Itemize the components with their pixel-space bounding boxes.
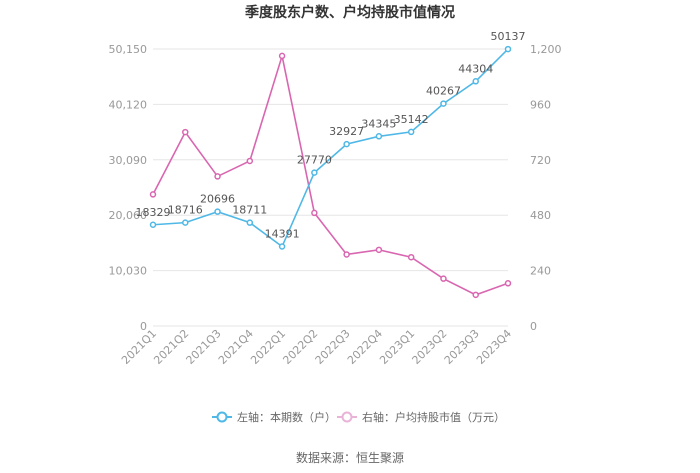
data-point-right — [343, 251, 350, 258]
grid — [153, 48, 508, 327]
right-axis-tick: 480 — [530, 209, 551, 222]
data-point-left — [246, 219, 254, 226]
right-axis-tick: 960 — [530, 98, 551, 111]
legend-marker-right — [341, 411, 353, 423]
right-axis-tick: 240 — [530, 265, 551, 278]
data-point-right — [149, 191, 157, 198]
data-point-left — [343, 140, 350, 148]
series-line-left — [152, 48, 509, 248]
x-axis-tick: 2022Q1 — [248, 327, 288, 367]
data-source: 数据来源：恒生聚源 — [296, 450, 404, 465]
data-label: 18711 — [232, 204, 267, 217]
right-axis-tick: 1,200 — [530, 43, 562, 56]
data-label: 14391 — [265, 228, 300, 241]
data-label: 50137 — [491, 30, 526, 43]
data-point-right — [182, 128, 189, 136]
left-axis-tick: 20,060 — [109, 209, 148, 222]
legend-label-left: 左轴：本期数（户） — [237, 410, 336, 424]
data-point-right — [246, 157, 254, 165]
data-label: 44304 — [458, 62, 493, 75]
data-point-right — [472, 291, 479, 299]
left-axis-tick: 50,150 — [109, 43, 148, 56]
legend-item-left[interactable]: 左轴：本期数（户） — [212, 410, 336, 424]
data-point-left — [407, 128, 415, 136]
data-point-left — [472, 78, 479, 85]
x-axis-tick: 2023Q4 — [474, 327, 514, 367]
left-axis-tick: 0 — [140, 320, 147, 333]
right-axis-tick: 0 — [530, 320, 537, 333]
data-point-right — [407, 253, 415, 261]
data-point-right — [504, 280, 512, 287]
data-point-left — [440, 100, 447, 107]
left-axis-tick: 40,120 — [109, 98, 148, 111]
series-line-right — [152, 55, 509, 296]
right-axis-tick: 720 — [530, 154, 551, 167]
legend: 左轴：本期数（户） 右轴：户均持股市值（万元） — [212, 410, 505, 424]
data-label: 18329 — [136, 206, 171, 219]
legend-item-right[interactable]: 右轴：户均持股市值（万元） — [337, 410, 505, 424]
data-label: 35142 — [394, 113, 429, 126]
data-point-left — [278, 243, 286, 250]
x-axis-tick: 2022Q3 — [313, 327, 353, 367]
x-axis-tick: 2021Q3 — [184, 327, 224, 367]
data-label: 40267 — [426, 85, 461, 98]
left-axis-tick: 10,030 — [109, 265, 148, 278]
data-point-left — [311, 169, 318, 176]
data-point-right — [375, 246, 383, 254]
legend-marker-left — [216, 411, 228, 423]
data-point-left — [214, 208, 221, 215]
data-point-right — [311, 209, 318, 217]
data-point-left — [182, 219, 189, 226]
data-point-left — [504, 45, 512, 53]
series-layer — [149, 45, 512, 299]
x-axis-tick: 2023Q1 — [377, 327, 417, 367]
data-point-right — [440, 275, 447, 282]
data-point-left — [375, 133, 383, 140]
data-point-right — [214, 173, 221, 180]
data-label: 27770 — [297, 154, 332, 167]
left-axis-tick: 30,090 — [109, 154, 148, 167]
data-label: 32927 — [329, 125, 364, 138]
data-point-right — [278, 52, 286, 60]
data-label: 20696 — [200, 193, 235, 206]
data-label: 34345 — [361, 117, 396, 130]
x-axis-tick: 2023Q3 — [442, 327, 482, 367]
data-point-left — [149, 221, 157, 229]
chart-title: 季度股东户数、户均持股市值情况 — [244, 4, 455, 21]
data-label: 18716 — [168, 204, 203, 217]
legend-label-right: 右轴：户均持股市值（万元） — [362, 410, 505, 424]
